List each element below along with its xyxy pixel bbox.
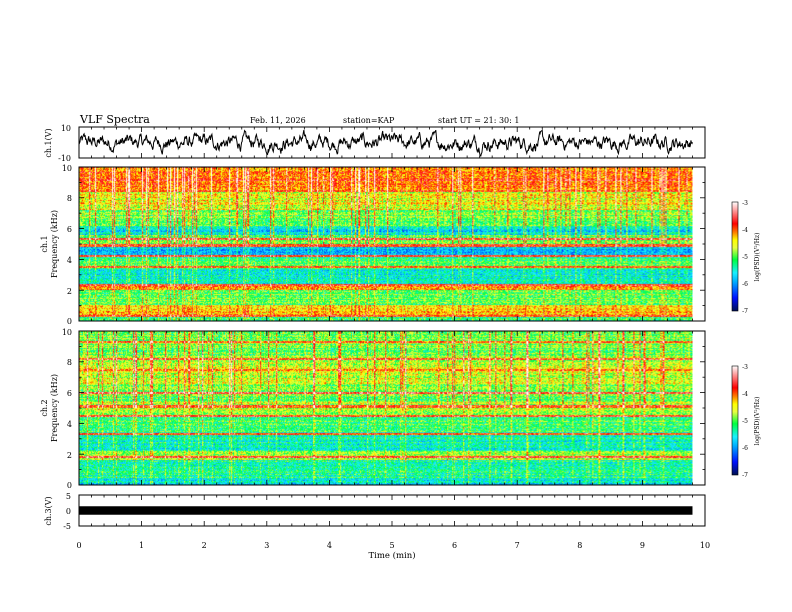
start-time-label: start UT = 21: 30: 1 [438,116,519,125]
ch2-cb-tick-4: -4 [742,391,748,398]
ch2-spec-ytick-2: 2 [67,451,72,460]
axis-ticks [78,127,706,526]
xtick-7: 7 [515,541,520,550]
ch2-spec-ytick-0: 0 [67,481,72,490]
ch1-spec-ylabel-channel: ch.1 [40,235,49,252]
ch1-colorbar: -3 -4 -5 -6 -7 log(PSD)(V²/Hz) [731,200,761,315]
ch3-ytick-minus5: -5 [63,522,71,531]
ch2-colorbar-label: log(PSD)(V²/Hz) [754,397,761,446]
ch3-waveform-band [79,506,693,515]
xtick-1: 1 [139,541,144,550]
ch1-ylabel: ch.1(V) [44,128,53,157]
xtick-5: 5 [389,541,394,550]
ch1-spec-ytick-2: 2 [67,287,72,296]
station-label: station=KAP [343,116,395,125]
ch2-spec-ytick-8: 8 [67,358,72,367]
xtick-9: 9 [640,541,645,550]
ch1-spec-ytick-6: 6 [67,225,72,234]
ch1-spec-ytick-0: 0 [67,317,72,326]
xtick-4: 4 [327,541,332,550]
ch2-spec-ylabel-freq: Frequency (kHz) [50,374,59,442]
ch1-cb-tick-4: -4 [742,227,748,234]
x-axis-label: Time (min) [368,550,415,561]
ch2-cb-tick-3: -3 [742,364,748,371]
ch1-spec-ytick-4: 4 [67,256,72,265]
date-label: Feb. 11, 2026 [250,116,306,125]
ch2-cb-tick-5: -5 [742,418,748,425]
ch3-ytick-0: 0 [66,507,71,516]
ch2-spec-ytick-4: 4 [67,420,72,429]
xtick-10: 10 [700,541,710,550]
ch2-spec-ytick-6: 6 [67,389,72,398]
ch1-spec-ytick-10: 10 [62,164,72,173]
chart-title: VLF Spectra [79,113,150,126]
ch1-spectrogram-image [79,167,693,321]
ch1-colorbar-gradient [731,201,739,312]
ch1-spec-ytick-8: 8 [67,194,72,203]
ch1-colorbar-label: log(PSD)(V²/Hz) [754,233,761,282]
ch1-cb-tick-7: -7 [742,308,748,315]
ch1-waveform-line [78,129,693,157]
ch2-spec-ylabel-channel: ch.2 [40,399,49,416]
xtick-2: 2 [202,541,207,550]
ch2-colorbar-gradient [731,365,739,476]
ch2-spec-ytick-10: 10 [62,328,72,337]
x-tick-labels: 0 1 2 3 4 5 6 7 8 9 10 [76,541,710,550]
ch1-spec-ylabel-freq: Frequency (kHz) [50,210,59,278]
ch1-cb-tick-5: -5 [742,254,748,261]
xtick-0: 0 [76,541,81,550]
xtick-6: 6 [452,541,457,550]
ch2-cb-tick-6: -6 [742,445,748,452]
ch1-ytick-bottom: -10 [58,154,71,163]
ch2-spectrogram-image [79,331,693,485]
ch3-ylabel: ch.3(V) [44,496,53,525]
ch3-ytick-5: 5 [66,492,71,501]
ch1-cb-tick-3: -3 [742,200,748,207]
xtick-3: 3 [264,541,269,550]
ch1-cb-tick-6: -6 [742,281,748,288]
ch2-colorbar: -3 -4 -5 -6 -7 log(PSD)(V²/Hz) [731,364,761,479]
xtick-8: 8 [577,541,582,550]
ch1-ytick-top: 10 [61,124,71,133]
ch2-cb-tick-7: -7 [742,472,748,479]
